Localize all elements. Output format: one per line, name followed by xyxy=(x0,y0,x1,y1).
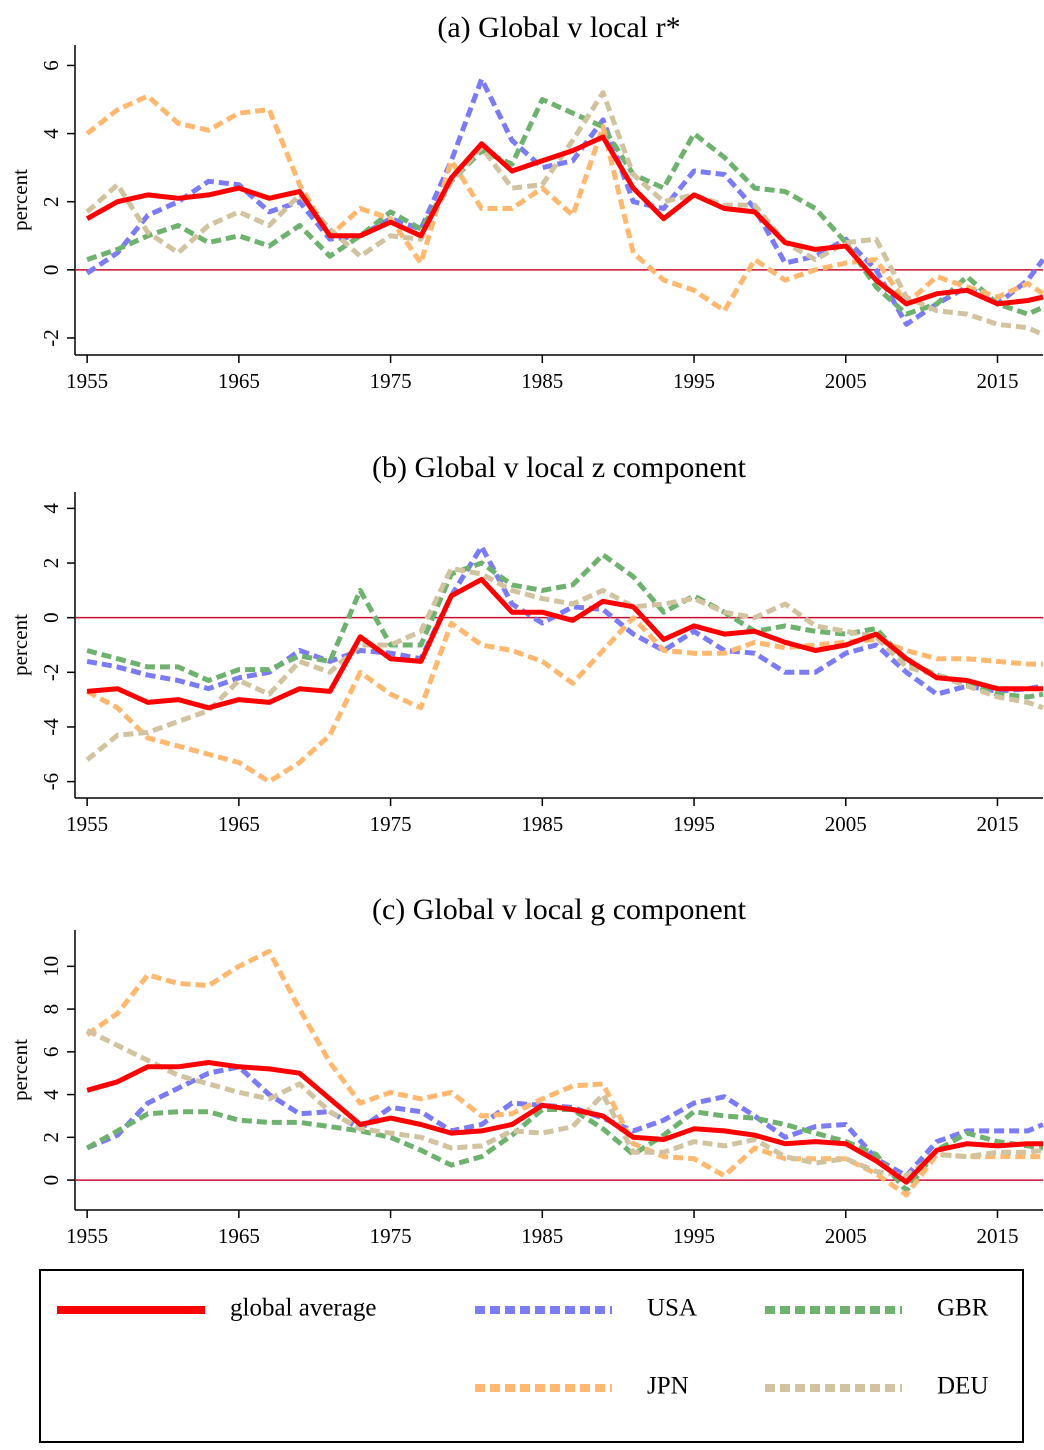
y-tick-label: 8 xyxy=(39,1004,63,1015)
x-tick-label: 1995 xyxy=(673,1224,715,1248)
y-tick-label: 4 xyxy=(39,503,63,514)
series-line xyxy=(85,134,1044,307)
x-tick-label: 2015 xyxy=(976,369,1018,393)
x-tick-label: 1995 xyxy=(673,369,715,393)
series-line xyxy=(86,552,1044,700)
y-tick-label: 4 xyxy=(39,1089,63,1100)
legend-label: global average xyxy=(230,1295,376,1322)
x-tick-label: 1975 xyxy=(370,1224,412,1248)
y-axis-label: percent xyxy=(8,1039,32,1101)
series-line xyxy=(85,1028,1044,1179)
x-tick-label: 1985 xyxy=(521,1224,563,1248)
series-line xyxy=(86,1064,1044,1179)
legend-label: JPN xyxy=(647,1373,689,1400)
y-tick-label: -4 xyxy=(39,718,63,736)
x-tick-label: 1975 xyxy=(370,369,412,393)
x-tick-label: 2015 xyxy=(976,812,1018,836)
series-line xyxy=(85,566,1044,762)
chart-title: (c) Global v local g component xyxy=(372,893,747,926)
x-tick-label: 1955 xyxy=(66,812,108,836)
x-tick-label: 1965 xyxy=(218,812,260,836)
legend-label: USA xyxy=(647,1295,697,1322)
y-tick-label: 6 xyxy=(39,1047,63,1058)
series-line xyxy=(86,544,1044,697)
chart-title: (b) Global v local z component xyxy=(372,451,747,484)
series-line xyxy=(85,615,1043,785)
series-line xyxy=(86,97,1044,317)
y-tick-label: 0 xyxy=(39,265,63,276)
y-tick-label: -2 xyxy=(39,664,63,682)
x-tick-label: 2015 xyxy=(976,1224,1018,1248)
legend-label: GBR xyxy=(937,1295,989,1322)
y-tick-label: 0 xyxy=(39,612,63,623)
x-tick-label: 1965 xyxy=(218,1224,260,1248)
y-tick-label: 2 xyxy=(39,196,63,207)
series-line xyxy=(85,948,1043,1198)
series-line xyxy=(85,90,1044,337)
x-tick-label: 1955 xyxy=(66,1224,108,1248)
legend-box xyxy=(39,1269,1024,1443)
series-line xyxy=(86,1060,1043,1185)
x-tick-label: 1975 xyxy=(370,812,412,836)
x-tick-label: 1985 xyxy=(521,812,563,836)
x-tick-label: 1985 xyxy=(521,369,563,393)
series-line xyxy=(86,576,1043,711)
legend-label: DEU xyxy=(937,1373,988,1400)
series-line xyxy=(85,1107,1044,1194)
y-tick-label: 2 xyxy=(39,558,63,569)
y-axis-label: percent xyxy=(8,614,32,676)
x-tick-label: 1965 xyxy=(218,369,260,393)
x-tick-label: 1995 xyxy=(673,812,715,836)
y-tick-label: -2 xyxy=(39,329,63,347)
x-tick-label: 2005 xyxy=(825,369,867,393)
y-tick-label: -6 xyxy=(39,773,63,791)
x-tick-label: 1955 xyxy=(66,369,108,393)
x-tick-label: 2005 xyxy=(825,1224,867,1248)
x-tick-label: 2005 xyxy=(825,812,867,836)
y-tick-label: 2 xyxy=(39,1132,63,1143)
series-line xyxy=(85,93,1044,314)
y-tick-label: 0 xyxy=(39,1175,63,1186)
y-tick-label: 10 xyxy=(39,956,63,977)
y-axis-label: percent xyxy=(8,169,32,231)
y-tick-label: 6 xyxy=(39,60,63,71)
chart-title: (a) Global v local r* xyxy=(437,11,680,44)
y-tick-label: 4 xyxy=(39,128,63,139)
